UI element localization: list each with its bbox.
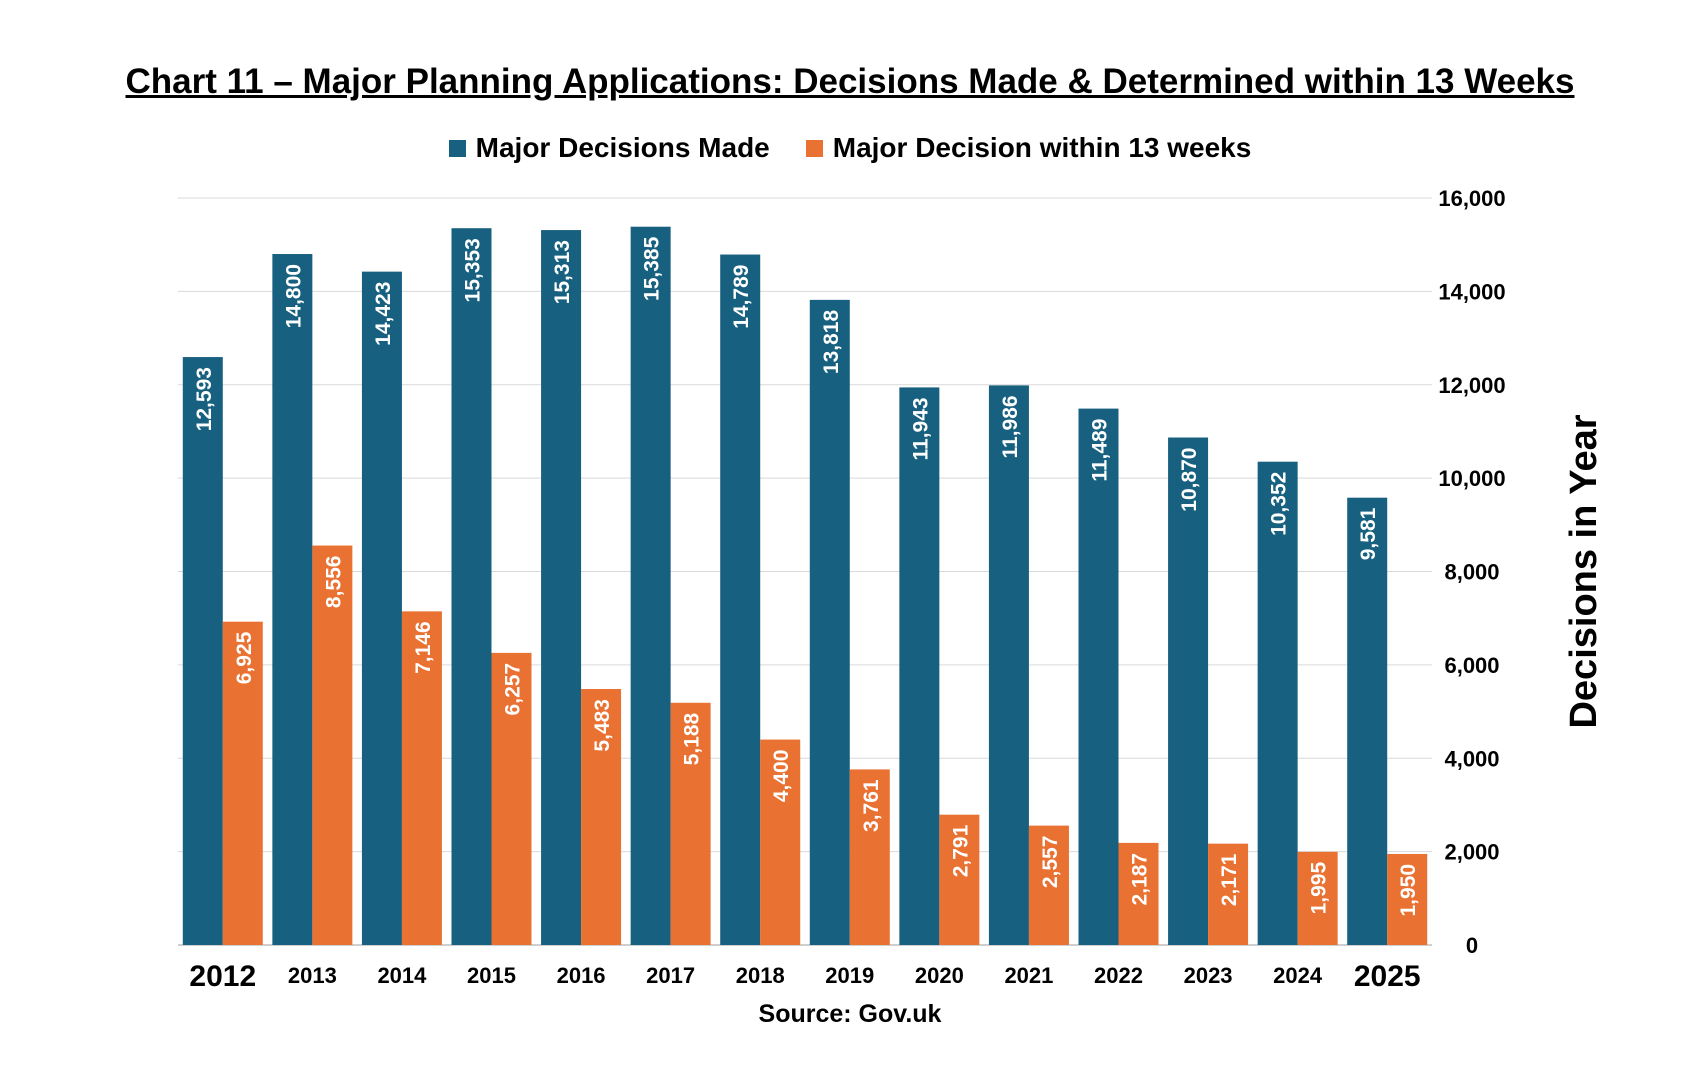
bar-decisions-made (899, 387, 940, 945)
y-tick-label: 8,000 (1444, 560, 1499, 585)
y-axis-title: Decisions in Year (1563, 414, 1605, 728)
bar-within-13-weeks (760, 739, 801, 945)
x-tick-label: 2022 (1094, 963, 1143, 988)
bar-within-13-weeks (1028, 825, 1069, 945)
x-tick-label: 2018 (736, 963, 785, 988)
data-label-within-13-weeks: 6,257 (502, 663, 525, 716)
data-label-within-13-weeks: 1,950 (1397, 864, 1420, 917)
bar-within-13-weeks (312, 545, 353, 945)
legend: Major Decisions Made Major Decision with… (0, 132, 1700, 164)
data-label-decisions-made: 9,581 (1357, 507, 1380, 560)
legend-label-decisions-made: Major Decisions Made (475, 132, 770, 163)
y-tick-label: 0 (1466, 933, 1478, 958)
y-tick-label: 10,000 (1438, 466, 1505, 491)
x-tick-label: 2021 (1004, 963, 1053, 988)
bar-decisions-made (1078, 408, 1119, 945)
data-label-decisions-made: 14,423 (372, 282, 395, 346)
data-label-within-13-weeks: 4,400 (770, 750, 793, 803)
bar-decisions-made (809, 299, 850, 945)
x-tick-label: 2014 (377, 963, 427, 988)
x-tick-label: 2019 (825, 963, 874, 988)
y-tick-label: 16,000 (1438, 186, 1505, 211)
data-label-decisions-made: 15,385 (641, 236, 664, 301)
data-label-decisions-made: 12,593 (193, 367, 216, 431)
data-label-decisions-made: 10,352 (1268, 472, 1291, 536)
data-label-decisions-made: 14,800 (282, 264, 305, 328)
data-label-within-13-weeks: 7,146 (412, 621, 435, 674)
data-label-within-13-weeks: 2,171 (1218, 853, 1241, 906)
bar-decisions-made (272, 254, 313, 945)
x-tick-label: 2013 (288, 963, 337, 988)
legend-swatch-within-13-weeks (805, 139, 823, 157)
bar-decisions-made (451, 228, 492, 946)
x-tick-label: 2017 (646, 963, 695, 988)
x-tick-label: 2016 (557, 963, 606, 988)
y-tick-label: 4,000 (1444, 746, 1499, 771)
data-label-within-13-weeks: 2,791 (949, 824, 972, 877)
data-label-decisions-made: 11,943 (909, 397, 932, 460)
data-label-decisions-made: 13,818 (820, 310, 843, 375)
bar-decisions-made (541, 230, 582, 945)
x-tick-label: 2024 (1273, 963, 1323, 988)
data-label-within-13-weeks: 2,187 (1129, 853, 1152, 906)
legend-item-decisions-made: Major Decisions Made (448, 132, 770, 164)
data-label-decisions-made: 14,789 (730, 265, 753, 329)
y-tick-label: 2,000 (1444, 840, 1499, 865)
bar-decisions-made (1257, 461, 1298, 945)
bar-within-13-weeks (491, 652, 532, 945)
legend-swatch-decisions-made (448, 139, 466, 157)
bar-decisions-made (361, 271, 402, 945)
data-label-within-13-weeks: 2,557 (1039, 836, 1062, 889)
x-tick-label: 2012 (189, 960, 256, 993)
bar-decisions-made (1347, 497, 1388, 945)
data-label-within-13-weeks: 5,188 (681, 712, 704, 765)
data-label-within-13-weeks: 1,995 (1308, 862, 1331, 915)
legend-label-within-13-weeks: Major Decision within 13 weeks (832, 132, 1252, 163)
source-note: Source: Gov.uk (758, 1000, 942, 1028)
data-label-decisions-made: 15,313 (551, 240, 574, 304)
y-tick-label: 6,000 (1444, 653, 1499, 678)
legend-item-within-13-weeks: Major Decision within 13 weeks (805, 132, 1252, 164)
bar-within-13-weeks (1387, 853, 1428, 945)
x-tick-label: 2023 (1184, 963, 1233, 988)
data-label-within-13-weeks: 6,925 (233, 631, 256, 684)
bar-within-13-weeks (939, 814, 980, 945)
y-tick-label: 14,000 (1438, 279, 1505, 304)
data-label-decisions-made: 11,986 (999, 395, 1022, 458)
bar-within-13-weeks (849, 769, 890, 945)
bar-within-13-weeks (222, 621, 263, 945)
bar-decisions-made (988, 385, 1029, 945)
bar-decisions-made (720, 254, 761, 945)
x-tick-label: 2025 (1354, 960, 1421, 993)
bar-within-13-weeks (401, 611, 442, 945)
bar-decisions-made (1168, 437, 1209, 945)
x-tick-label: 2015 (467, 963, 516, 988)
bar-within-13-weeks (1208, 843, 1249, 945)
data-label-decisions-made: 10,870 (1178, 448, 1201, 512)
bar-decisions-made (630, 226, 671, 945)
chart-title: Chart 11 – Major Planning Applications: … (125, 62, 1575, 101)
bar-within-13-weeks (1297, 851, 1338, 945)
data-label-decisions-made: 15,353 (462, 238, 485, 302)
bar-decisions-made (182, 357, 223, 945)
bar-within-13-weeks (1118, 842, 1159, 945)
data-label-within-13-weeks: 3,761 (860, 779, 883, 832)
bar-within-13-weeks (670, 702, 711, 945)
data-label-within-13-weeks: 8,556 (322, 556, 345, 609)
data-label-decisions-made: 11,489 (1089, 419, 1112, 482)
y-tick-label: 12,000 (1438, 373, 1505, 398)
bar-within-13-weeks (581, 689, 622, 945)
x-tick-label: 2020 (915, 963, 964, 988)
data-label-within-13-weeks: 5,483 (591, 699, 614, 752)
